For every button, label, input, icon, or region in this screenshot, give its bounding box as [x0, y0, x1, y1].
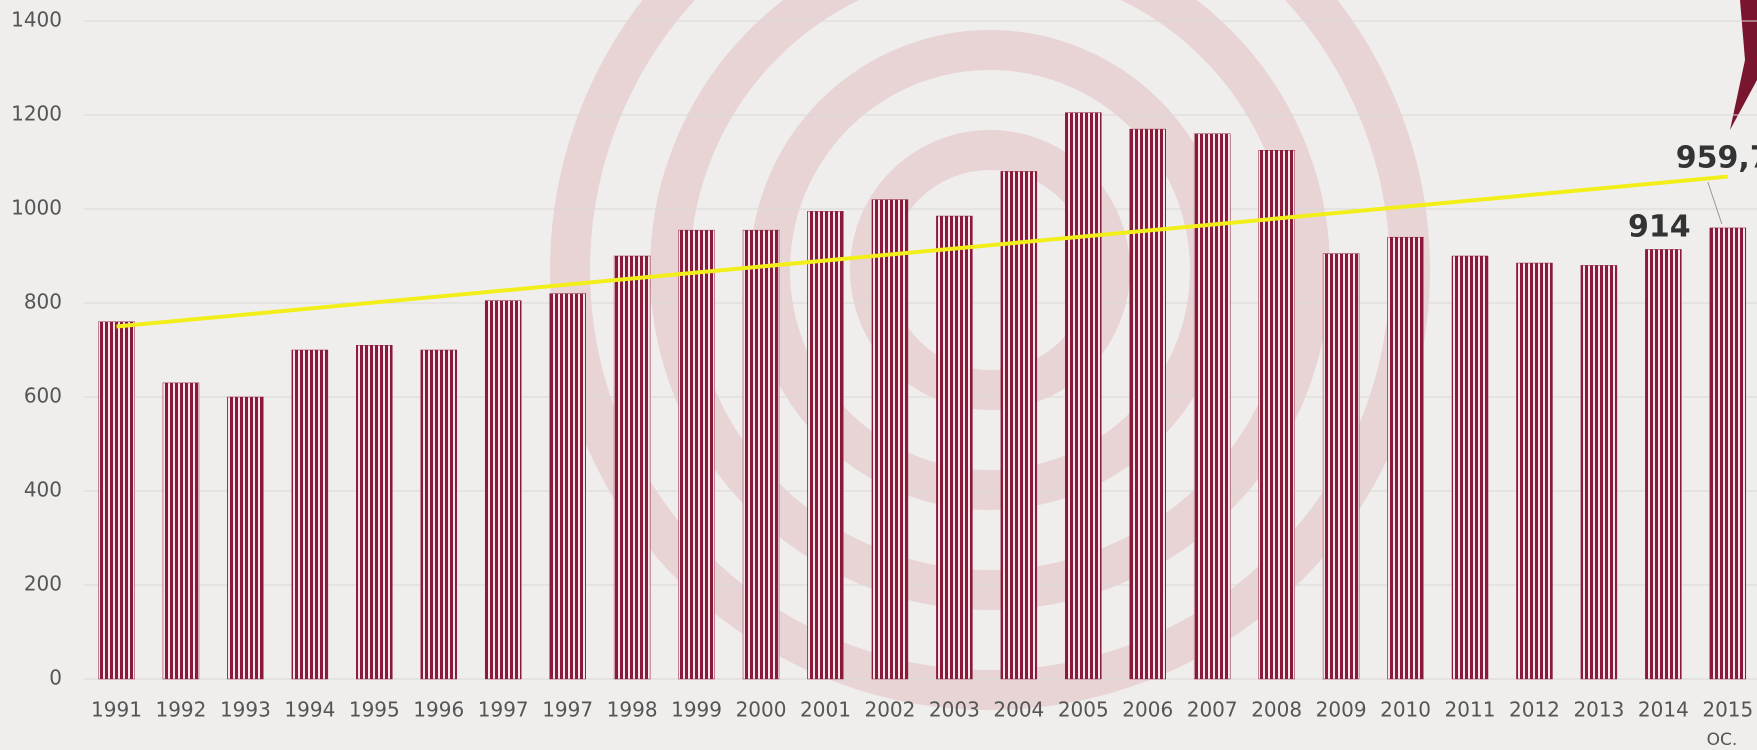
y-tick-label: 1000 [11, 196, 62, 220]
x-tick-label: 1998 [607, 698, 658, 722]
x-tick-label: 2011 [1445, 698, 1496, 722]
bar [420, 349, 458, 680]
bar [1322, 253, 1360, 680]
value-label: 914 [1628, 210, 1691, 245]
y-tick-label: 1200 [11, 102, 62, 126]
bar [1580, 265, 1618, 680]
x-tick-label: 1991 [91, 698, 142, 722]
bar [1000, 171, 1038, 680]
bar [1709, 227, 1747, 680]
x-tick-label: 2009 [1316, 698, 1367, 722]
bar [227, 396, 264, 680]
x-tick-label: 2007 [1187, 698, 1238, 722]
bar [613, 255, 651, 680]
bar [1129, 128, 1166, 680]
trendline [116, 174, 1728, 329]
bar [1451, 255, 1489, 680]
bar [549, 293, 586, 680]
x-tick-label: 2003 [929, 698, 980, 722]
y-tick-label: 800 [24, 290, 62, 314]
bar [98, 321, 135, 680]
bar [742, 229, 780, 680]
y-tick-label: 200 [24, 572, 62, 596]
y-tick-label: 600 [24, 384, 62, 408]
bar [678, 229, 715, 680]
bar [871, 199, 909, 680]
x-tick-label: 1992 [155, 698, 206, 722]
bar [356, 345, 393, 680]
x-tick-label: 1995 [349, 698, 400, 722]
bar [1193, 133, 1231, 680]
x-tick-label: 2004 [993, 698, 1044, 722]
x-tick-label: 2006 [1122, 698, 1173, 722]
x-tick-label: 1994 [284, 698, 335, 722]
bar [807, 211, 844, 680]
bar [1258, 150, 1295, 680]
arrow-decoration [1730, 0, 1757, 130]
bar [1645, 249, 1682, 680]
x-tick-label: 1993 [220, 698, 271, 722]
x-tick-label: 2012 [1509, 698, 1560, 722]
x-tick-label: 1999 [671, 698, 722, 722]
x-tick-label: 2015 [1702, 698, 1753, 722]
x-tick-label: 2001 [800, 698, 851, 722]
x-tick-label: 2005 [1058, 698, 1109, 722]
bar [162, 382, 200, 680]
y-tick-label: 1400 [11, 8, 62, 32]
x-tick-label: 1996 [413, 698, 464, 722]
bar [484, 300, 522, 680]
bar [291, 349, 329, 680]
x-tick-label: 1997 [542, 698, 593, 722]
x-tick-label: 2008 [1251, 698, 1302, 722]
x-tick-label: 2002 [864, 698, 915, 722]
x-tick-label: 2014 [1638, 698, 1689, 722]
y-tick-label: 0 [49, 666, 62, 690]
bar [1387, 236, 1424, 680]
bar [1516, 262, 1553, 680]
annotation: ОС. [1707, 730, 1738, 750]
x-tick-label: 2013 [1573, 698, 1624, 722]
bar [1065, 112, 1102, 680]
leader-line [1707, 181, 1723, 225]
x-tick-label: 2010 [1380, 698, 1431, 722]
y-tick-label: 400 [24, 478, 62, 502]
bar [936, 215, 973, 680]
x-tick-label: 1997 [478, 698, 529, 722]
value-label: 959,7 [1676, 141, 1757, 176]
x-tick-label: 2000 [736, 698, 787, 722]
